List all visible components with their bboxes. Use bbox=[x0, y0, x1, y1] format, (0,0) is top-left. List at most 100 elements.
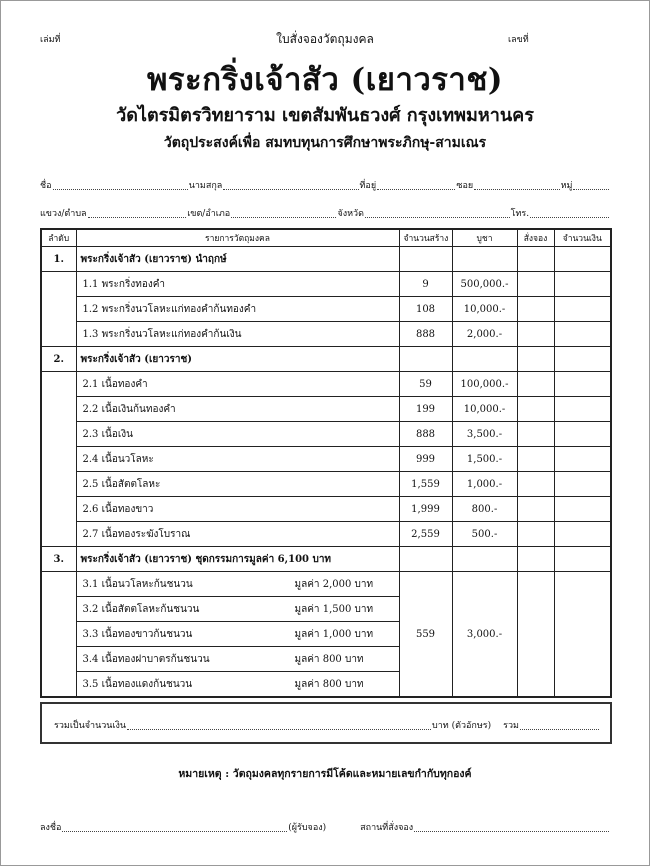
item-name: 2.1 เนื้อทองคำ bbox=[82, 378, 148, 390]
empty-cell bbox=[398, 246, 453, 272]
blank-number-cell bbox=[40, 571, 77, 698]
amount-cell[interactable] bbox=[553, 521, 612, 547]
col-amount: จำนวนเงิน bbox=[553, 228, 612, 247]
item-cell: 3.2 เนื้อสัตตโลหะก้นชนวน มูลค่า 1,500 บาท bbox=[75, 596, 400, 622]
amount-cell[interactable] bbox=[553, 296, 612, 322]
empty-cell[interactable] bbox=[553, 246, 612, 272]
item-value: มูลค่า 800 บาท bbox=[294, 653, 364, 665]
soi-field[interactable] bbox=[474, 179, 560, 190]
name-field[interactable] bbox=[52, 179, 188, 190]
order-cell[interactable] bbox=[516, 521, 555, 547]
quantity-cell: 9 bbox=[398, 271, 453, 297]
address-field[interactable] bbox=[377, 179, 456, 190]
item-name: 3.3 เนื้อทองขาวก้นชนวน bbox=[82, 628, 193, 640]
place-field[interactable] bbox=[414, 821, 609, 832]
temple-name: วัดไตรมิตรวิทยาราม เขตสัมพันธวงศ์ กรุงเท… bbox=[116, 105, 534, 126]
item-cell: 2.7 เนื้อทองระฆังโบราณ bbox=[75, 521, 400, 547]
order-cell[interactable] bbox=[516, 296, 555, 322]
form-header: เล่มที่ ใบสั่งจองวัตถุมงคล เลขที่ bbox=[0, 30, 650, 46]
form-title: ใบสั่งจองวัตถุมงคล bbox=[276, 32, 374, 46]
table-row: 3.3 เนื้อทองขาวก้นชนวน มูลค่า 1,000 บาท bbox=[41, 621, 611, 647]
district-label: เขต/อำเภอ bbox=[187, 209, 231, 219]
district-field[interactable] bbox=[231, 207, 337, 218]
item-cell: 2.2 เนื้อเงินก้นทองคำ bbox=[75, 396, 400, 422]
price-cell: 1,500.- bbox=[451, 446, 518, 472]
item-cell: 1.2 พระกริ่งนวโลหะแก่ทองคำก้นทองคำ bbox=[75, 296, 400, 322]
order-cell[interactable] bbox=[516, 446, 555, 472]
empty-cell[interactable] bbox=[516, 346, 555, 372]
price-cell: 1,000.- bbox=[451, 471, 518, 497]
table-row: 3.2 เนื้อสัตตโลหะก้นชนวน มูลค่า 1,500 บาท bbox=[41, 596, 611, 622]
order-cell[interactable] bbox=[516, 471, 555, 497]
empty-cell bbox=[451, 346, 518, 372]
note: หมายเหตุ : วัตถุมงคลทุกรายการมีโค้ดและหม… bbox=[178, 768, 472, 780]
surname-field[interactable] bbox=[223, 179, 359, 190]
item-cell: 2.1 เนื้อทองคำ bbox=[75, 371, 400, 397]
book-number-label: เล่มที่ bbox=[40, 35, 61, 45]
order-cell[interactable] bbox=[516, 496, 555, 522]
price-cell: 500.- bbox=[451, 521, 518, 547]
item-name: 1.3 พระกริ่งนวโลหะแก่ทองคำก้นเงิน bbox=[82, 328, 242, 340]
signature-field[interactable] bbox=[62, 821, 288, 832]
item-name: 2.5 เนื้อสัตตโลหะ bbox=[82, 478, 161, 490]
price-cell: 100,000.- bbox=[451, 371, 518, 397]
amount-cell[interactable] bbox=[553, 496, 612, 522]
phone-field[interactable] bbox=[530, 207, 610, 218]
signature-row: ลงชื่อ (ผู้รับจอง) สถานที่สั่งจอง bbox=[40, 820, 610, 834]
amount-cell[interactable] bbox=[553, 421, 612, 447]
province-field[interactable] bbox=[364, 207, 510, 218]
subdistrict-field[interactable] bbox=[87, 207, 187, 218]
section-title: พระกริ่งเจ้าสัว (เยาวราช) ชุดกรรมการมูลค… bbox=[75, 546, 400, 572]
amount-cell[interactable] bbox=[553, 371, 612, 397]
table-row: 2.3 เนื้อเงิน 888 3,500.- bbox=[41, 421, 612, 447]
amount-cell[interactable] bbox=[553, 471, 612, 497]
section-title: พระกริ่งเจ้าสัว (เยาวราช) นำฤกษ์ bbox=[75, 246, 400, 272]
total-text-field[interactable] bbox=[127, 719, 432, 730]
blank-number-cell bbox=[40, 371, 77, 547]
amount-cell[interactable] bbox=[553, 321, 612, 347]
moo-field[interactable] bbox=[573, 179, 610, 190]
price-cell: 800.- bbox=[451, 496, 518, 522]
order-cell[interactable] bbox=[516, 321, 555, 347]
empty-cell bbox=[398, 546, 453, 572]
order-cell[interactable] bbox=[516, 571, 555, 698]
phone-label: โทร. bbox=[510, 209, 530, 219]
item-name: 1.1 พระกริ่งทองคำ bbox=[82, 278, 166, 290]
customer-info-row-2: แขวง/ตำบล เขต/อำเภอ จังหวัด โทร. bbox=[40, 206, 610, 220]
amount-cell[interactable] bbox=[553, 396, 612, 422]
price-cell: 10,000.- bbox=[451, 296, 518, 322]
order-cell[interactable] bbox=[516, 421, 555, 447]
baht-text-label: บาท (ตัวอักษร) bbox=[432, 721, 492, 731]
item-name: 3.4 เนื้อทองฝาบาตรก้นชนวน bbox=[82, 653, 210, 665]
amount-cell[interactable] bbox=[553, 446, 612, 472]
blank-number-cell bbox=[40, 271, 77, 347]
item-cell: 3.3 เนื้อทองขาวก้นชนวน มูลค่า 1,000 บาท bbox=[75, 621, 400, 647]
col-no: ลำดับ bbox=[40, 228, 77, 247]
sum-field[interactable] bbox=[519, 719, 599, 730]
total-box: รวมเป็นจำนวนเงิน บาท (ตัวอักษร) รวม bbox=[40, 702, 612, 744]
table-header-row: ลำดับ รายการวัตถุมงคล จำนวนสร้าง บูชา สั… bbox=[40, 228, 612, 247]
item-name: 3.1 เนื้อนวโลหะก้นชนวน bbox=[82, 578, 193, 590]
table-row: 1.2 พระกริ่งนวโลหะแก่ทองคำก้นทองคำ 108 10,… bbox=[41, 296, 612, 322]
quantity-cell: 59 bbox=[398, 371, 453, 397]
order-cell[interactable] bbox=[516, 371, 555, 397]
empty-cell[interactable] bbox=[553, 546, 612, 572]
order-cell[interactable] bbox=[516, 396, 555, 422]
empty-cell[interactable] bbox=[553, 346, 612, 372]
table-row: 3.4 เนื้อทองฝาบาตรก้นชนวน มูลค่า 800 บาท bbox=[41, 646, 611, 672]
place-label: สถานที่สั่งจอง bbox=[360, 823, 414, 833]
item-cell: 1.3 พระกริ่งนวโลหะแก่ทองคำก้นเงิน bbox=[75, 321, 400, 347]
quantity-cell: 559 bbox=[398, 571, 453, 698]
soi-label: ซอย bbox=[456, 181, 474, 191]
quantity-cell: 888 bbox=[398, 321, 453, 347]
empty-cell[interactable] bbox=[516, 246, 555, 272]
number-label: เลขที่ bbox=[508, 35, 529, 45]
col-quantity: จำนวนสร้าง bbox=[398, 228, 453, 247]
empty-cell[interactable] bbox=[516, 546, 555, 572]
amount-cell[interactable] bbox=[553, 271, 612, 297]
amount-cell[interactable] bbox=[553, 571, 612, 698]
order-cell[interactable] bbox=[516, 271, 555, 297]
item-value: มูลค่า 800 บาท bbox=[294, 678, 364, 690]
section-title: พระกริ่งเจ้าสัว (เยาวราช) bbox=[75, 346, 400, 372]
price-cell: 3,500.- bbox=[451, 421, 518, 447]
